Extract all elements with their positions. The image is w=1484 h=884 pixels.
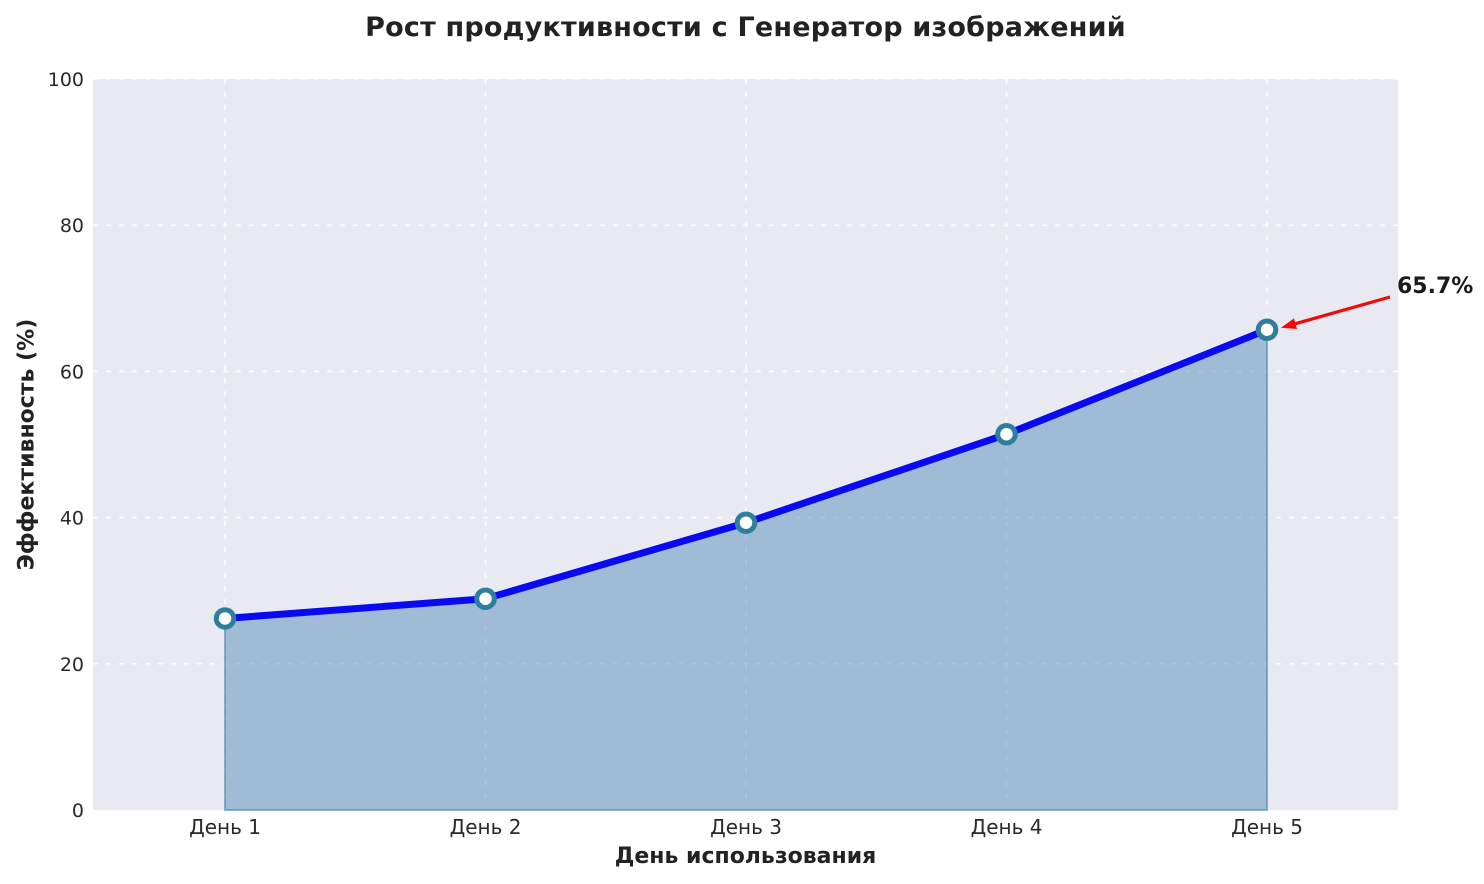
data-point-marker (474, 587, 497, 610)
data-point-marker (734, 511, 758, 534)
x-tick-label: День 2 (450, 815, 522, 839)
y-tick-label: 100 (48, 69, 84, 91)
y-tick-label: 20 (60, 654, 84, 676)
y-tick-label: 0 (72, 800, 84, 822)
x-tick-label: День 5 (1231, 815, 1303, 839)
x-tick-label: День 4 (971, 815, 1043, 839)
chart-title: Рост продуктивности с Генератор изображе… (365, 12, 1126, 43)
x-tick-label: День 1 (189, 815, 261, 839)
annotation-arrow (1295, 295, 1391, 326)
y-tick-label: 40 (60, 508, 84, 530)
data-point-marker (995, 423, 1018, 446)
data-point-marker (213, 607, 237, 630)
x-axis-label: День использования (614, 844, 877, 869)
x-tick-label: День 3 (710, 815, 782, 839)
y-tick-label: 60 (60, 361, 84, 383)
annotation-arrowhead (1281, 318, 1297, 329)
annotation-label: 65.7% (1397, 274, 1473, 299)
y-tick-label: 80 (60, 215, 84, 237)
data-point-marker (1255, 318, 1279, 341)
